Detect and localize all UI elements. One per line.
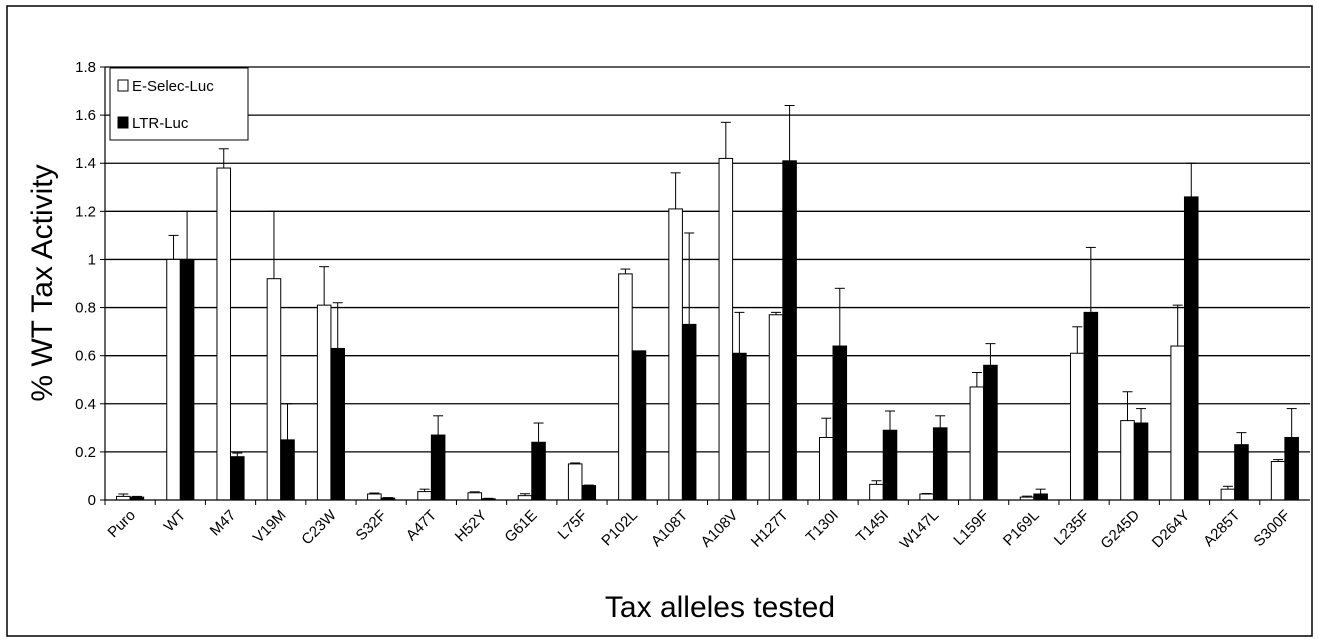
bar-ltr-luc-wt <box>179 258 195 501</box>
axes <box>100 66 1310 505</box>
bar-e-selec-luc-a108t <box>668 208 683 501</box>
bar-e-selec-luc-s32f <box>367 493 382 501</box>
bar-e-selec-luc-d264y <box>1170 345 1185 501</box>
bar-e-selec-luc-t145i <box>869 483 884 501</box>
bar-ltr-luc-c23w <box>330 347 345 501</box>
bar-ltr-luc-l235f <box>1083 311 1099 501</box>
y-tick-label: 1.4 <box>75 155 96 172</box>
bar-e-selec-luc-l159f <box>969 386 985 501</box>
bar-ltr-luc-g245d <box>1133 422 1149 501</box>
y-tick-label: 0.6 <box>75 348 96 365</box>
bar-e-selec-luc-t130i <box>818 436 834 501</box>
bar-ltr-luc-g61e <box>531 441 546 501</box>
bar-ltr-luc-t130i <box>832 345 848 501</box>
y-axis-title: % WT Tax Activity <box>26 164 59 401</box>
bar-ltr-luc-v19m <box>280 439 295 501</box>
y-tick-label: 1.8 <box>75 59 96 76</box>
bar-e-selec-luc-g61e <box>517 495 533 501</box>
y-tick-label: 0.2 <box>75 444 96 461</box>
bar-e-selec-luc-a108v <box>718 157 734 501</box>
bar-e-selec-luc-a47t <box>417 491 432 501</box>
y-tick-label: 0 <box>88 492 96 509</box>
bar-ltr-luc-l75f <box>581 485 597 501</box>
legend-swatch-ltr-luc <box>117 116 129 129</box>
bar-ltr-luc-w147l <box>932 427 948 501</box>
y-tick-label: 1 <box>88 251 96 268</box>
bar-ltr-luc-a108t <box>681 323 697 501</box>
x-axis-title: Tax alleles tested <box>605 591 835 624</box>
bar-e-selec-luc-a285t <box>1220 488 1236 501</box>
bar-ltr-luc-h127t <box>782 160 797 501</box>
bar-ltr-luc-t145i <box>882 429 898 501</box>
legend-label-ltr-luc: LTR-Luc <box>132 115 189 132</box>
bar-ltr-luc-a108v <box>732 352 747 501</box>
y-tick-label: 0.4 <box>75 396 96 413</box>
bar-ltr-luc-p102l <box>631 350 647 501</box>
bar-ltr-luc-p169l <box>1033 493 1048 501</box>
bar-ltr-luc-d264y <box>1183 196 1199 501</box>
bars <box>116 104 1299 501</box>
bar-ltr-luc-s300f <box>1284 436 1299 501</box>
bar-ltr-luc-a285t <box>1234 444 1249 501</box>
bar-e-selec-luc-l75f <box>567 463 583 501</box>
y-tick-label: 1.6 <box>75 107 96 124</box>
bar-ltr-luc-m47 <box>230 456 245 501</box>
legend-box <box>109 67 249 141</box>
bar-e-selec-luc-w147l <box>919 493 934 501</box>
bar-e-selec-luc-h52y <box>467 492 483 501</box>
bar-ltr-luc-a47t <box>430 434 446 501</box>
bar-ltr-luc-l159f <box>983 364 998 501</box>
bar-e-selec-luc-p102l <box>618 273 633 501</box>
bar-e-selec-luc-c23w <box>316 304 332 501</box>
y-tick-label: 0.8 <box>75 300 96 317</box>
bar-e-selec-luc-l235f <box>1070 352 1085 501</box>
bar-e-selec-luc-g245d <box>1120 420 1135 501</box>
bar-e-selec-luc-s300f <box>1270 461 1286 501</box>
bar-e-selec-luc-m47 <box>216 167 232 501</box>
legend-label-e-selec-luc: E-Selec-Luc <box>132 78 214 95</box>
y-tick-label: 1.2 <box>75 203 96 220</box>
bar-e-selec-luc-wt <box>166 258 181 501</box>
bar-e-selec-luc-h127t <box>768 314 784 501</box>
legend-swatch-e-selec-luc <box>117 79 129 92</box>
legend: E-Selec-Luc LTR-Luc <box>109 67 249 141</box>
gridlines <box>105 66 1310 453</box>
bar-e-selec-luc-v19m <box>266 278 282 501</box>
y-tick-labels: 0 0.2 0.4 0.6 0.8 1 1.2 1.4 1.6 1.8 <box>75 59 96 509</box>
